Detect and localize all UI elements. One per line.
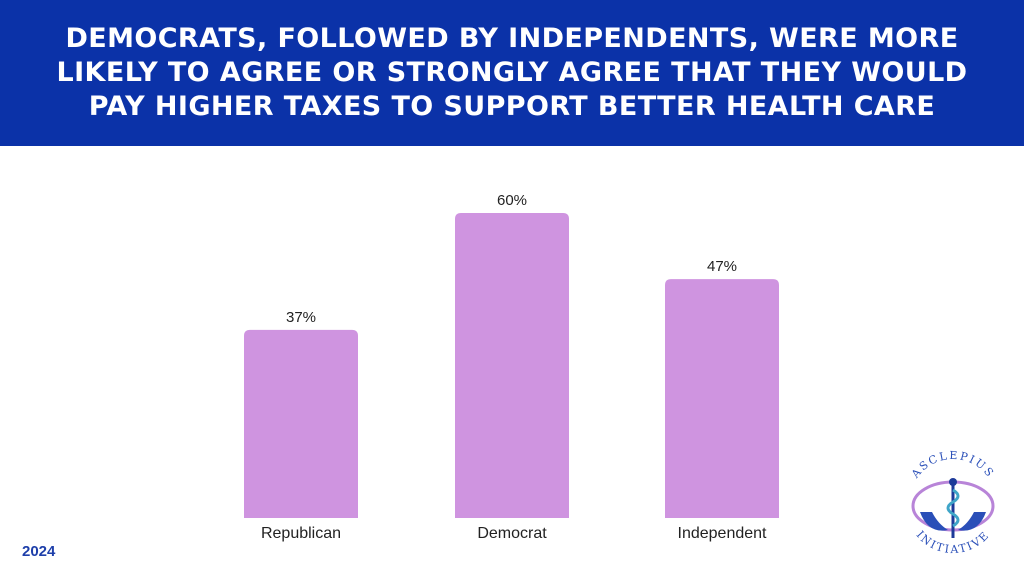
page-title: DEMOCRATS, FOLLOWED BY INDEPENDENTS, WER… [56,23,968,122]
data-label-republican: 37% [286,309,316,326]
category-label-independent: Independent [678,525,768,542]
category-label-republican: Republican [261,525,341,542]
year-label: 2024 [22,543,56,560]
asclepius-initiative-logo: ASCLEPIUS INITIATIVE [908,450,997,556]
category-label-democrat: Democrat [477,525,547,542]
header-banner: DEMOCRATS, FOLLOWED BY INDEPENDENTS, WER… [0,0,1024,146]
data-label-independent: 47% [707,258,737,275]
bar-chart: 37% Republican 60% Democrat 47% Independent [244,192,779,542]
svg-text:ASCLEPIUS: ASCLEPIUS [908,450,997,481]
bar-independent [665,279,779,518]
bar-democrat [455,213,569,518]
data-label-democrat: 60% [497,192,527,209]
bar-republican [244,329,358,518]
